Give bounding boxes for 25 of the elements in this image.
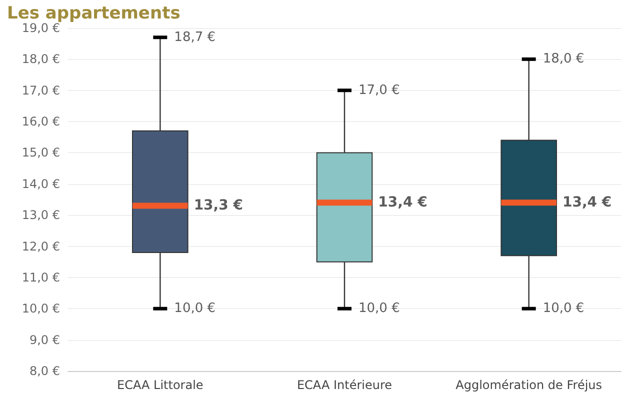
x-tick-label: ECAA Intérieure	[296, 378, 392, 392]
annotation: 13,4 €	[378, 194, 428, 211]
annotation: 18,7 €	[174, 30, 216, 45]
y-tick-label: 10,0 €	[22, 302, 60, 316]
y-tick-label: 12,0 €	[22, 239, 60, 254]
annotation: 17,0 €	[358, 82, 400, 98]
y-tick-label: 9,0 €	[29, 332, 60, 347]
y-tick-label: 15,0 €	[22, 146, 60, 160]
y-tick-label: 17,0 €	[22, 83, 60, 98]
y-tick-label: 8,0 €	[29, 364, 60, 378]
annotation: 10,0 €	[174, 301, 216, 316]
y-tick-label: 16,0 €	[22, 114, 60, 129]
y-tick-label: 13,0 €	[22, 208, 60, 222]
x-tick-label: ECAA Littorale	[117, 378, 204, 392]
y-tick-label: 19,0 €	[22, 21, 60, 35]
annotation: 10,0 €	[358, 301, 400, 316]
y-tick-label: 11,0 €	[22, 270, 60, 284]
y-tick-label: 18,0 €	[22, 52, 60, 66]
annotation: 18,0 €	[542, 52, 584, 67]
annotation: 13,3 €	[194, 198, 243, 214]
annotation: 13,4 €	[562, 194, 612, 211]
annotation: 10,0 €	[542, 301, 584, 316]
x-tick-label: Agglomération de Fréjus	[456, 378, 602, 392]
chart-title: Les appartements	[7, 4, 180, 24]
y-tick-label: 14,0 €	[22, 176, 60, 191]
